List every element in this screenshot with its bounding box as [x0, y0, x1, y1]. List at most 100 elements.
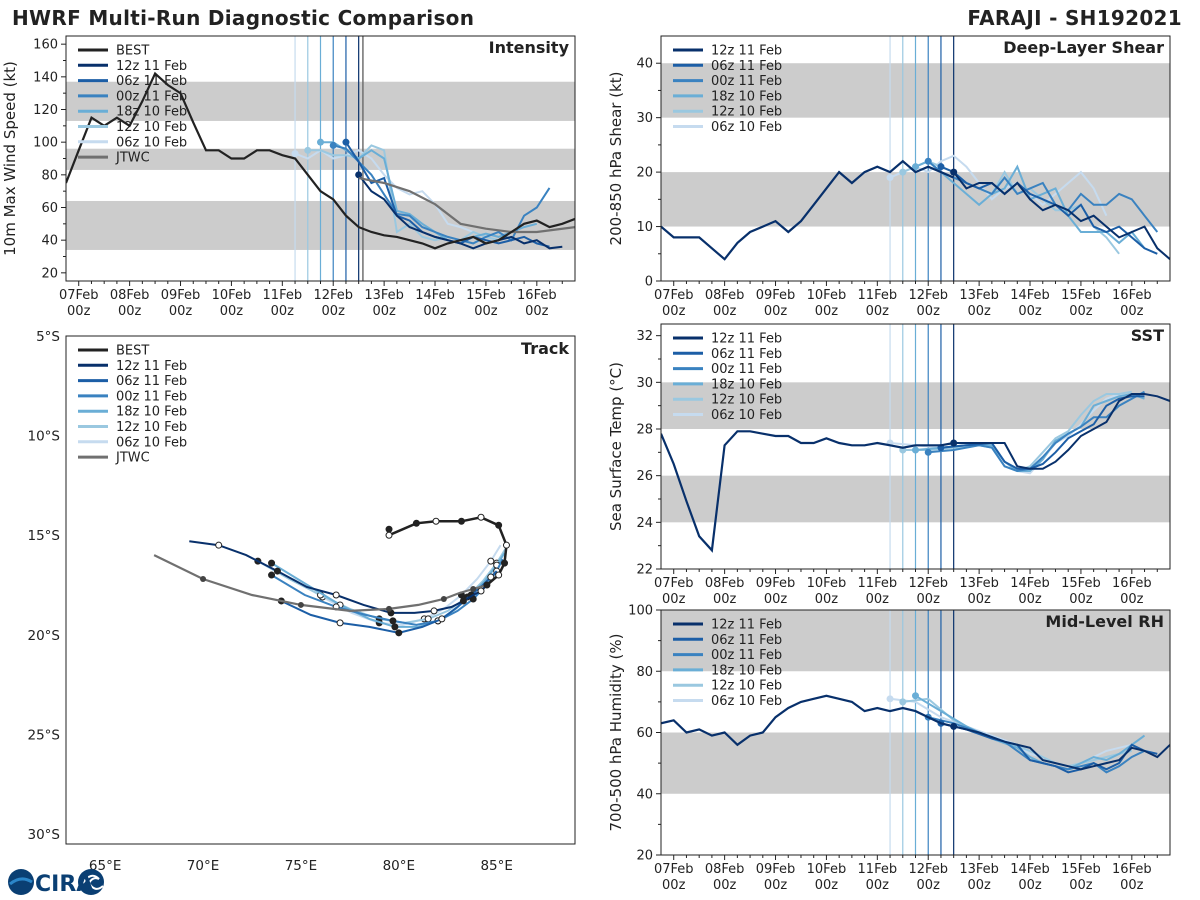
sst-legend-label: 06z 11 Feb: [711, 347, 782, 362]
sst-series-4: [902, 390, 1132, 473]
sst-series-start-3: [912, 446, 919, 454]
track-point: [336, 619, 344, 627]
rh-ytick-label: 20: [636, 849, 653, 864]
track-best-point: [432, 517, 440, 525]
intensity-xtick-label: 14Feb: [415, 288, 455, 303]
track-point: [215, 541, 223, 549]
shear-xtick-label: 00z: [917, 304, 941, 319]
shear-legend-label: 06z 11 Feb: [711, 59, 782, 74]
shear-series-start-2: [924, 157, 932, 165]
intensity-xtick-label: 00z: [220, 304, 244, 319]
track-best-point: [477, 513, 485, 521]
cira-logo: CIRA: [8, 869, 104, 897]
track-title: Track: [521, 339, 569, 358]
intensity-ytick-label: 40: [41, 234, 58, 249]
track-ytick-label: 20°S: [28, 628, 61, 644]
shear-legend-label: 06z 10 Feb: [711, 120, 782, 135]
sst-xtick-label: 00z: [1018, 592, 1042, 607]
rh-best-line: [661, 694, 954, 747]
sst-ytick-label: 32: [636, 329, 653, 344]
track-jtwc-point: [470, 586, 477, 593]
intensity-title: Intensity: [489, 38, 570, 57]
track-jtwc-point: [297, 601, 304, 608]
shear-xtick-label: 13Feb: [959, 288, 999, 303]
rh-xtick-label: 00z: [1069, 878, 1093, 893]
shear-plot-area: [661, 36, 1170, 281]
shear-legend-label: 12z 11 Feb: [711, 44, 782, 59]
intensity-ytick-label: 60: [41, 201, 58, 216]
rh-xtick-label: 11Feb: [858, 862, 898, 877]
intensity-panel: 2040608010012014016007Feb00z08Feb00z09Fe…: [1, 35, 576, 319]
intensity-series-start-0: [355, 171, 363, 179]
rh-legend-label: 18z 10 Feb: [711, 663, 782, 678]
intensity-series-start-1: [342, 138, 350, 146]
rh-xtick-label: 00z: [866, 878, 890, 893]
track-point: [487, 557, 495, 565]
shear-xtick-label: 00z: [764, 304, 788, 319]
intensity-series-start-5: [291, 150, 299, 158]
sst-ytick-label: 24: [636, 516, 653, 531]
intensity-xtick-label: 11Feb: [263, 288, 303, 303]
rh-title: Mid-Level RH: [1045, 612, 1164, 631]
sst-xtick-label: 07Feb: [654, 576, 694, 591]
shear-xtick-label: 00z: [662, 304, 686, 319]
shear-ytick-label: 30: [636, 111, 653, 126]
intensity-xtick-label: 00z: [169, 304, 193, 319]
track-ytick-label: 15°S: [28, 528, 61, 544]
rh-xtick-label: 14Feb: [1010, 862, 1050, 877]
track-xtick-label: 85°E: [480, 858, 512, 874]
track-xtick-label: 70°E: [187, 858, 219, 874]
storm-title: FARAJI - SH192021: [967, 6, 1182, 30]
intensity-xtick-label: 07Feb: [59, 288, 99, 303]
intensity-series-start-3: [317, 138, 324, 146]
sst-plot-area: [661, 324, 1170, 569]
shear-xtick-label: 15Feb: [1061, 288, 1101, 303]
sst-series-1: [940, 395, 1145, 470]
sst-xtick-label: 16Feb: [1112, 576, 1152, 591]
intensity-ytick-label: 120: [33, 103, 58, 118]
sst-ytick-label: 28: [636, 423, 653, 438]
track-point: [273, 567, 281, 575]
intensity-legend-label: 18z 10 Feb: [116, 105, 187, 120]
rh-ytick-label: 100: [628, 604, 653, 619]
shear-series-start-4: [899, 168, 907, 176]
intensity-ytick-label: 80: [41, 168, 58, 183]
intensity-series-0: [357, 174, 563, 250]
shear-xtick-label: 14Feb: [1010, 288, 1050, 303]
sst-xtick-label: 13Feb: [959, 576, 999, 591]
rh-xtick-label: 15Feb: [1061, 862, 1101, 877]
intensity-ytick-label: 100: [33, 136, 58, 151]
shear-xtick-label: 00z: [1018, 304, 1042, 319]
rh-series-start-3: [912, 692, 919, 700]
intensity-xtick-label: 00z: [474, 304, 498, 319]
sst-xtick-label: 12Feb: [908, 576, 948, 591]
rh-xtick-label: 00z: [1120, 878, 1144, 893]
intensity-ytick-label: 140: [33, 70, 58, 85]
track-ytick-label: 10°S: [28, 429, 61, 445]
figure-title: HWRF Multi-Run Diagnostic Comparison: [12, 6, 475, 30]
sst-ytick-label: 22: [636, 563, 653, 578]
sst-xtick-label: 00z: [917, 592, 941, 607]
rh-xtick-label: 00z: [764, 878, 788, 893]
track-legend-label: 06z 11 Feb: [116, 374, 187, 389]
track-ytick-label: 25°S: [28, 727, 61, 743]
intensity-xtick-label: 00z: [67, 304, 91, 319]
track-legend-label: 00z 11 Feb: [116, 389, 187, 404]
shear-xtick-label: 10Feb: [807, 288, 847, 303]
intensity-legend-label: 12z 11 Feb: [116, 59, 187, 74]
track-legend-label: 18z 10 Feb: [116, 405, 187, 420]
track-best-point: [501, 559, 509, 567]
track-legend-label: 12z 10 Feb: [116, 420, 187, 435]
shear-ytick-label: 0: [645, 275, 653, 290]
shear-xtick-label: 00z: [967, 304, 991, 319]
track-legend-label: BEST: [116, 344, 149, 359]
rh-xtick-label: 10Feb: [807, 862, 847, 877]
rh-xtick-label: 00z: [967, 878, 991, 893]
rh-xtick-label: 00z: [815, 878, 839, 893]
shear-ylabel: 200-850 hPa Shear (kt): [607, 72, 625, 246]
shear-ytick-label: 20: [636, 166, 653, 181]
intensity-xtick-label: 00z: [271, 304, 295, 319]
shear-xtick-label: 09Feb: [756, 288, 796, 303]
sst-xtick-label: 00z: [662, 592, 686, 607]
